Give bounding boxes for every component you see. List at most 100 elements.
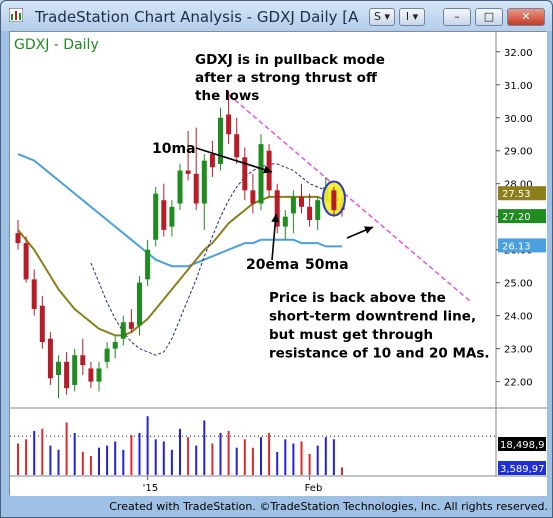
candle [47,332,53,385]
minimize-button[interactable]: – [443,8,471,26]
annotation-line: 20ema [246,257,299,273]
chevron-down-icon: ▾ [412,10,419,23]
candle-body [290,196,296,214]
ma20-price-tag: 27.53 [498,186,546,201]
y-tick-label: 31.00 [504,81,533,92]
volume-label-bg [498,437,546,451]
interval-link-button[interactable]: I ▾ [399,8,425,26]
y-tick-label: 25.00 [504,279,533,290]
candle-body [250,190,256,204]
candle [274,183,280,234]
candle-body [234,134,240,158]
y-tick-label: 30.00 [504,114,533,125]
chart-app-icon [9,8,23,22]
arrow-20ema [271,213,280,261]
last-price-tag-text: 27.20 [502,212,531,223]
maximize-button[interactable]: □ [475,8,503,26]
candle [201,154,207,230]
y-tick-label: 32.00 [504,48,533,59]
candle [161,183,167,237]
annotation-10ma: 10ma [152,141,196,157]
candle-body [218,117,223,164]
candle-body [47,338,53,379]
arrow-head [263,165,272,174]
candle-body [153,193,159,240]
candle [234,117,240,164]
arrow-50ma [346,226,374,239]
volume-label-bg [498,461,546,475]
candle [145,239,151,286]
candle-body [274,190,280,227]
candle [290,190,296,234]
chevron-down-icon: ▾ [384,10,390,23]
candle-body [112,342,118,349]
x-tick-label: Feb [305,483,323,494]
candle-body [177,170,183,204]
candle [218,107,223,171]
candle-body [331,190,337,211]
candle [128,309,134,333]
chart-svg: 32.0031.0030.0029.0028.0027.0026.0025.00… [10,32,547,496]
volume-label-bottom: 3,589,97 [498,461,546,475]
candle [185,130,191,181]
volume-label-text: 3,589,97 [500,464,545,475]
candle [209,140,215,178]
candle-body [31,279,37,310]
close-button[interactable]: ✕ [507,8,545,26]
annotation-line: Price is back above the [269,290,446,306]
chart-area[interactable]: 32.0031.0030.0029.0028.0027.0026.0025.00… [9,31,547,496]
candle-body [56,361,61,376]
candle-body [64,361,70,389]
candle [23,236,29,283]
candle [299,183,304,214]
ma20-line [17,195,342,337]
volume-label-top: 18,498,9 [498,437,546,451]
symbol-label: GDXJ - Daily [14,37,99,53]
annotation-pullback: GDXJ is in pullback mode after a strong t… [195,52,385,104]
title-bar[interactable]: TradeStation Chart Analysis - GDXJ Daily… [1,1,552,31]
candle [31,269,37,316]
candle-body [161,200,167,230]
y-tick-label: 24.00 [504,312,533,323]
annotation-line: after a strong thrust off [195,70,378,86]
ma50-price-tag: 26.13 [498,238,546,253]
candle-body [315,200,321,220]
candle-body [209,154,215,168]
annotation-line: resistance of 10 and 20 MAs. [269,346,490,362]
downtrend-line [228,94,473,304]
candle [177,163,183,211]
candle [169,200,175,237]
y-tick-label: 28.00 [504,180,533,191]
candle-body [23,243,29,280]
annotation-line: but must get through [269,327,433,343]
y-tick-label: 29.00 [504,147,533,158]
candle-body [137,282,142,326]
candle-body [282,216,288,227]
y-tick-label: 23.00 [504,345,533,356]
candle-body [72,355,78,385]
candle-body [185,170,191,174]
ma50-price-tag-bg [498,238,546,253]
candle [15,220,21,250]
candle-body [15,233,21,244]
arrow-10ma [195,147,273,174]
annotation-50ma: 50ma [305,257,349,273]
candle [112,335,118,359]
arrow-head [271,214,280,223]
symbol-link-button[interactable]: S ▾ [369,8,395,26]
candle [72,348,78,392]
x-tick-label: '15 [143,483,158,494]
candle [104,342,110,369]
candle-body [88,368,94,382]
candle-body [96,368,102,382]
annotation-line: short-term downtrend line, [269,309,476,325]
y-tick-label: 22.00 [504,378,533,389]
candle [242,147,248,201]
window-title: TradeStation Chart Analysis - GDXJ Daily… [35,8,359,26]
candle [88,361,94,389]
arrow-shaft [195,147,273,173]
footer-credit: Created with TradeStation. ©TradeStation… [109,500,548,513]
candle [250,173,256,214]
candle [315,196,321,230]
